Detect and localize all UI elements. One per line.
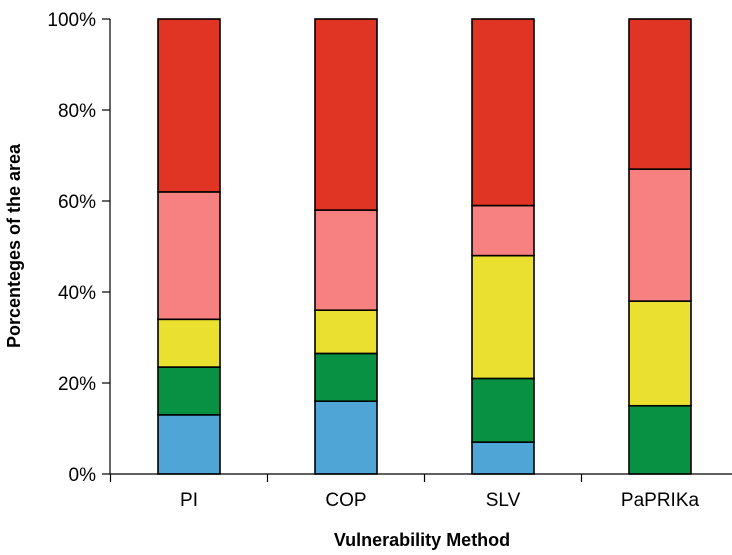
bar-segment-paprika-2: [628, 404, 692, 475]
bar-segment-paprika-5: [628, 18, 692, 170]
bar-segment-pi-4: [157, 191, 221, 321]
bar-segment-slv-2: [471, 377, 535, 443]
bar-segment-pi-5: [157, 18, 221, 193]
bar-segment-cop-1: [314, 400, 378, 475]
bar-segment-pi-1: [157, 414, 221, 475]
y-axis-title: Porcenteges of the area: [4, 143, 24, 348]
bar-segment-slv-5: [471, 18, 535, 207]
x-category-label: COP: [325, 490, 366, 511]
bar-segment-cop-3: [314, 309, 378, 355]
y-tick-label: 60%: [58, 192, 96, 213]
bar-segment-pi-3: [157, 318, 221, 368]
y-tick-label: 100%: [47, 10, 96, 31]
x-category-label: PaPRIKa: [621, 490, 700, 511]
bar-segment-pi-2: [157, 366, 221, 416]
bar-segment-paprika-4: [628, 168, 692, 302]
y-tick-label: 20%: [58, 374, 96, 395]
bar-segment-cop-5: [314, 18, 378, 211]
bar-segment-paprika-3: [628, 300, 692, 407]
x-category-label: SLV: [486, 490, 521, 511]
x-axis-title: Vulnerability Method: [334, 530, 510, 550]
bar-segment-cop-2: [314, 352, 378, 402]
bar-segment-slv-4: [471, 204, 535, 257]
y-tick-label: 80%: [58, 101, 96, 122]
bar-segment-slv-1: [471, 441, 535, 475]
y-tick-label: 40%: [58, 283, 96, 304]
y-ticks: 0% 20% 40% 60% 80% 100%: [47, 10, 110, 486]
bars-layer: [157, 18, 692, 475]
y-tick-label: 0%: [69, 465, 97, 486]
bar-segment-cop-4: [314, 209, 378, 312]
bar-segment-slv-3: [471, 254, 535, 380]
x-ticks: PI COP SLV PaPRIKa: [109, 474, 700, 511]
x-category-label: PI: [180, 490, 198, 511]
